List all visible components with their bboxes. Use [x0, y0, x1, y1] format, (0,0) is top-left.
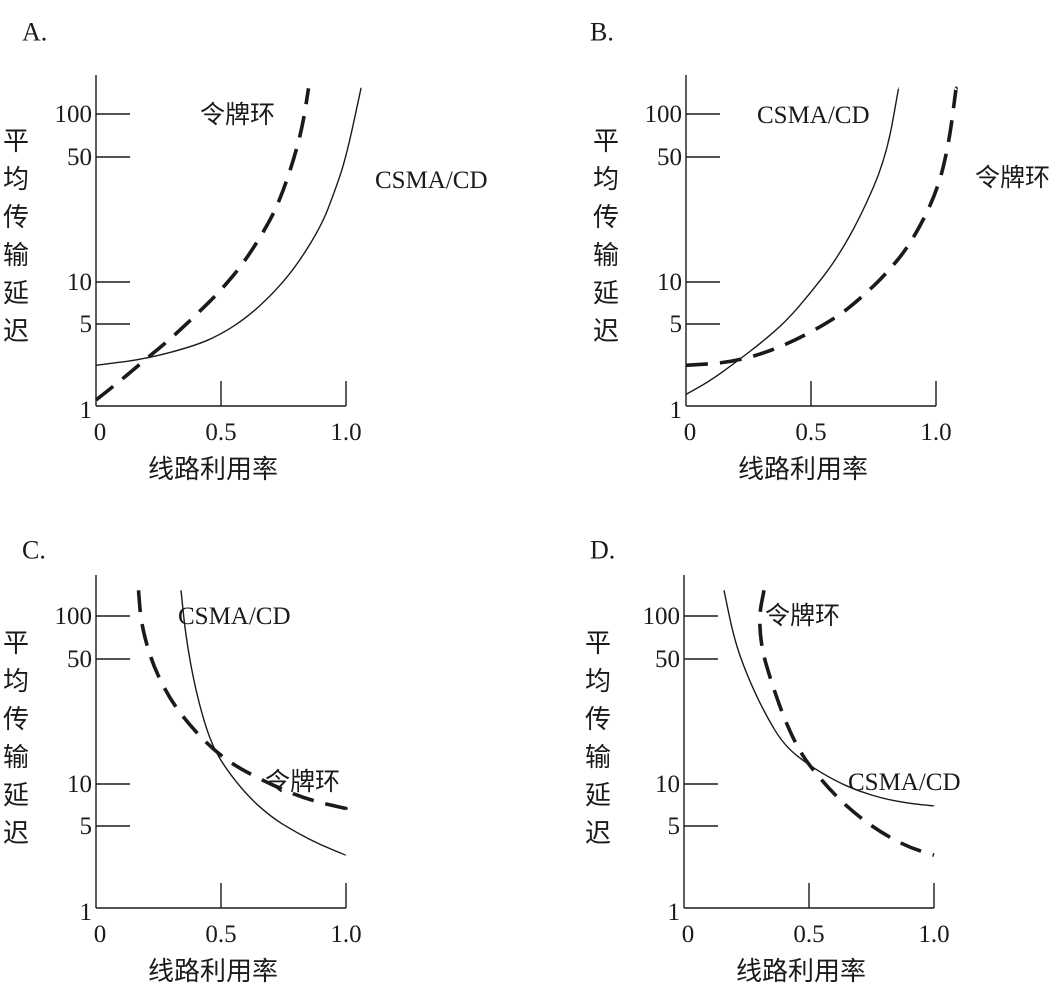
y-tick-label: 1 — [668, 899, 681, 926]
series-line-token-ring — [136, 590, 348, 811]
x-tick-label: 0 — [94, 921, 107, 948]
y-tick-label: 5 — [80, 311, 93, 338]
panel-label: B. — [590, 17, 614, 46]
panel-label: C. — [22, 535, 46, 564]
y-axis-label: 平均传输延迟 — [585, 629, 611, 849]
y-tick-label: 1 — [670, 397, 683, 424]
series-line-csma-cd — [723, 590, 935, 807]
series-line-token-ring — [94, 88, 311, 402]
x-axis-label: 线路利用率 — [148, 957, 278, 984]
series-label: 令牌环 — [765, 601, 840, 630]
y-tick-label: 1 — [80, 397, 93, 424]
series-line-csma-cd — [95, 87, 362, 366]
y-tick-label: 10 — [655, 771, 680, 798]
panel-label: D. — [590, 535, 615, 564]
x-tick-label: 0.5 — [205, 419, 236, 446]
y-tick-label: 10 — [67, 269, 92, 296]
y-tick-label: 1 — [80, 899, 93, 926]
y-tick-label: 10 — [657, 269, 682, 296]
series-label: CSMA/CD — [178, 603, 291, 630]
series-label: CSMA/CD — [375, 167, 488, 194]
y-tick-label: 5 — [668, 813, 681, 840]
series-line-csma-cd — [685, 87, 900, 396]
x-axis-label: 线路利用率 — [736, 957, 866, 984]
x-tick-label: 0.5 — [795, 419, 826, 446]
series-label: CSMA/CD — [757, 102, 870, 129]
series-label: 令牌环 — [975, 163, 1050, 192]
y-tick-label: 50 — [67, 646, 92, 673]
y-tick-label: 50 — [67, 144, 92, 171]
series-line-token-ring — [685, 86, 958, 368]
y-tick-label: 5 — [670, 311, 683, 338]
series-line-csma-cd — [180, 590, 347, 856]
x-axis-label: 线路利用率 — [148, 455, 278, 485]
x-axis-label: 线路利用率 — [738, 455, 868, 485]
x-tick-label: 0 — [682, 921, 695, 948]
y-tick-label: 50 — [657, 144, 682, 171]
x-tick-label: 0 — [684, 419, 697, 446]
x-tick-label: 0 — [94, 419, 107, 446]
series-label: 令牌环 — [265, 767, 340, 796]
x-tick-label: 1.0 — [330, 419, 361, 446]
y-tick-label: 100 — [643, 603, 681, 630]
y-tick-label: 10 — [67, 771, 92, 798]
y-tick-label: 100 — [55, 101, 93, 128]
x-tick-label: 0.5 — [205, 921, 236, 948]
y-tick-label: 100 — [645, 101, 683, 128]
y-tick-label: 100 — [55, 603, 93, 630]
y-tick-label: 50 — [655, 646, 680, 673]
y-axis-label: 平均传输延迟 — [593, 127, 619, 347]
y-tick-label: 5 — [80, 813, 93, 840]
y-axis-label: 平均传输延迟 — [3, 629, 29, 849]
x-tick-label: 1.0 — [918, 921, 949, 948]
y-axis-label: 平均传输延迟 — [3, 127, 29, 347]
series-line-token-ring — [758, 589, 935, 857]
series-label: 令牌环 — [200, 100, 275, 129]
series-label: CSMA/CD — [848, 769, 961, 796]
panel-label: A. — [22, 17, 47, 46]
x-tick-label: 1.0 — [330, 921, 361, 948]
x-tick-label: 0.5 — [793, 921, 824, 948]
x-tick-label: 1.0 — [920, 419, 951, 446]
